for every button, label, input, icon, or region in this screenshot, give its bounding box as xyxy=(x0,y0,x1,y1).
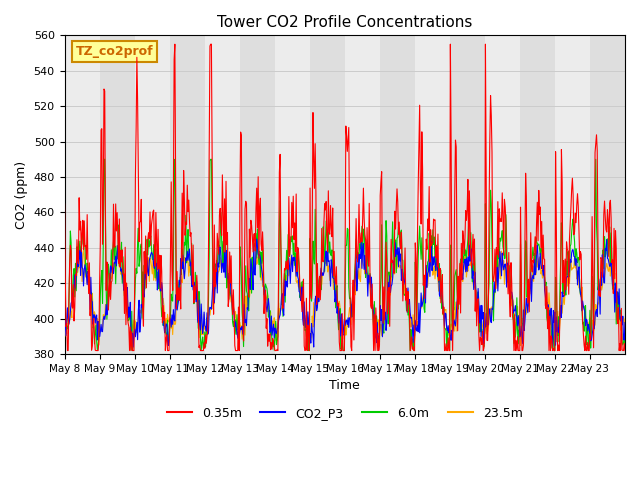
Bar xyxy=(275,36,310,354)
Bar xyxy=(345,36,380,354)
Legend: 0.35m, CO2_P3, 6.0m, 23.5m: 0.35m, CO2_P3, 6.0m, 23.5m xyxy=(162,402,528,425)
Y-axis label: CO2 (ppm): CO2 (ppm) xyxy=(15,161,28,229)
Bar xyxy=(134,36,170,354)
Bar xyxy=(100,36,134,354)
Title: Tower CO2 Profile Concentrations: Tower CO2 Profile Concentrations xyxy=(217,15,472,30)
Bar xyxy=(590,36,625,354)
Bar xyxy=(170,36,205,354)
Bar xyxy=(380,36,415,354)
Text: TZ_co2prof: TZ_co2prof xyxy=(76,45,154,58)
Bar xyxy=(205,36,239,354)
Bar xyxy=(450,36,485,354)
Bar xyxy=(310,36,345,354)
Bar xyxy=(239,36,275,354)
Bar xyxy=(555,36,590,354)
Bar xyxy=(415,36,450,354)
Bar xyxy=(65,36,100,354)
Bar xyxy=(520,36,555,354)
X-axis label: Time: Time xyxy=(330,379,360,392)
Bar xyxy=(485,36,520,354)
